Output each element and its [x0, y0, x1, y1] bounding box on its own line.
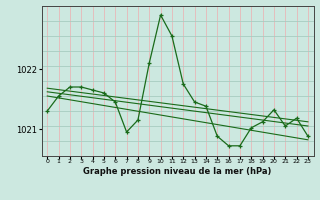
X-axis label: Graphe pression niveau de la mer (hPa): Graphe pression niveau de la mer (hPa) [84, 167, 272, 176]
